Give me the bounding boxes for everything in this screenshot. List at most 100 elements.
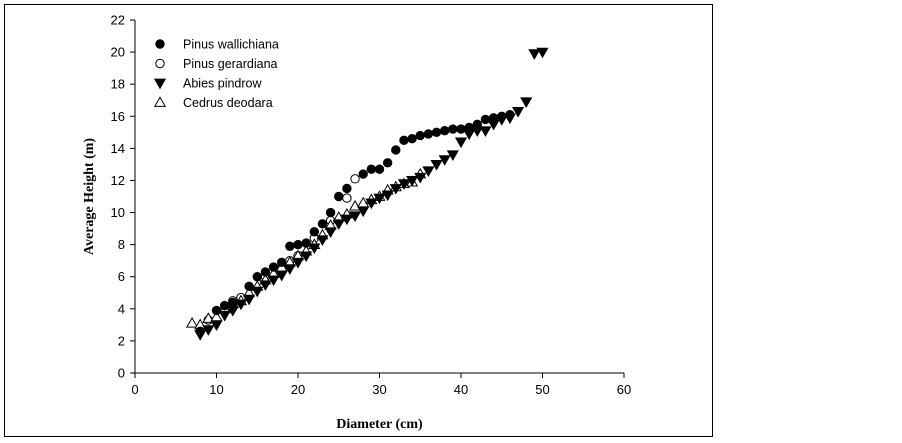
data-point xyxy=(348,199,362,211)
data-point xyxy=(399,135,409,146)
data-point xyxy=(291,257,305,269)
data-point xyxy=(440,126,450,136)
data-point xyxy=(334,191,344,202)
x-tick-label: 60 xyxy=(617,382,631,397)
data-point xyxy=(342,193,352,203)
data-point xyxy=(423,129,434,139)
data-point xyxy=(373,193,386,205)
data-point xyxy=(219,300,230,311)
data-point xyxy=(488,113,499,123)
data-point xyxy=(472,119,482,129)
data-point xyxy=(259,280,272,291)
data-point xyxy=(382,158,393,168)
data-point xyxy=(431,127,442,138)
data-point xyxy=(464,122,474,133)
legend-label: Abies pindrow xyxy=(183,77,262,91)
data-point xyxy=(300,251,313,263)
y-tick-label: 8 xyxy=(118,237,125,252)
legend-item: Cedrus deodara xyxy=(153,96,273,110)
data-point xyxy=(195,326,205,336)
data-point xyxy=(348,211,362,222)
x-tick-label: 0 xyxy=(131,382,138,397)
legend-item: Pinus wallichiana xyxy=(155,38,279,52)
x-axis-title: Diameter (cm) xyxy=(336,417,423,432)
y-tick-label: 10 xyxy=(111,205,125,220)
data-point xyxy=(446,150,459,161)
data-point xyxy=(185,317,199,328)
data-point xyxy=(308,243,321,255)
data-point xyxy=(301,238,311,248)
data-point xyxy=(366,164,377,174)
data-point xyxy=(407,134,417,144)
x-tick-label: 40 xyxy=(454,382,468,397)
data-point xyxy=(406,176,419,187)
y-tick-label: 4 xyxy=(118,301,125,316)
data-point xyxy=(397,179,411,190)
legend-marker xyxy=(155,39,165,49)
y-tick-label: 22 xyxy=(111,13,125,28)
data-point xyxy=(520,97,533,109)
data-point xyxy=(260,267,271,277)
data-point xyxy=(202,312,215,323)
data-point xyxy=(480,114,491,125)
axes: 0 10 20 30 40 50 60 0 2 4 6 8 10 12 14 16 18 20 22 xyxy=(111,13,632,398)
data-point xyxy=(448,124,458,134)
data-point xyxy=(415,130,425,141)
data-point xyxy=(357,206,370,218)
y-tick-label: 20 xyxy=(111,45,125,60)
x-tick-label: 50 xyxy=(535,382,549,397)
data-point xyxy=(511,107,525,118)
y-tick-label: 6 xyxy=(118,269,125,284)
data-point xyxy=(374,164,385,174)
data-point xyxy=(340,214,353,226)
data-point xyxy=(381,190,394,202)
data-point xyxy=(283,264,296,275)
data-point xyxy=(479,126,492,137)
legend-marker xyxy=(153,78,167,90)
data-point xyxy=(211,305,222,316)
data-point xyxy=(243,294,256,306)
y-tick-label: 16 xyxy=(111,109,125,124)
data-point xyxy=(438,155,451,166)
y-tick-label: 14 xyxy=(111,141,125,156)
x-tick-label: 10 xyxy=(209,382,223,397)
data-point xyxy=(267,275,280,287)
x-tick-label: 30 xyxy=(372,382,386,397)
data-point xyxy=(228,297,238,308)
y-tick-label: 2 xyxy=(118,333,125,348)
legend-item: Abies pindrow xyxy=(153,77,262,91)
data-point xyxy=(268,262,279,272)
data-point xyxy=(244,281,254,292)
data-point xyxy=(430,160,443,171)
series-pinus-wallichiana xyxy=(195,109,515,336)
data-point xyxy=(505,109,515,120)
legend-marker xyxy=(153,96,167,107)
data-point xyxy=(202,325,215,336)
data-point xyxy=(350,174,360,184)
data-point xyxy=(365,198,378,210)
data-point xyxy=(497,111,507,121)
data-point xyxy=(342,183,352,194)
data-point xyxy=(275,270,288,282)
data-point xyxy=(528,49,541,60)
data-point xyxy=(324,227,337,239)
data-point xyxy=(454,137,468,149)
data-point xyxy=(252,272,262,282)
y-tick-label: 18 xyxy=(111,77,125,92)
data-point xyxy=(391,145,401,155)
data-point xyxy=(422,166,435,178)
data-point xyxy=(251,286,264,298)
y-axis-title: Average Height (m) xyxy=(82,138,97,255)
legend-label: Pinus gerardiana xyxy=(183,57,278,71)
data-points xyxy=(185,47,549,341)
legend-item: Pinus gerardiana xyxy=(155,57,278,71)
data-point xyxy=(277,257,287,267)
data-point xyxy=(293,239,303,250)
data-point xyxy=(317,219,328,229)
legend-marker xyxy=(155,58,165,69)
data-point xyxy=(414,172,427,184)
data-point xyxy=(234,299,248,311)
data-point xyxy=(332,219,345,230)
data-point xyxy=(389,184,402,195)
